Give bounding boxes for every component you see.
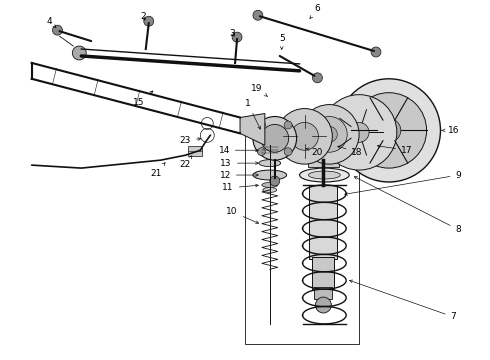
- Circle shape: [299, 105, 359, 164]
- Text: 14: 14: [219, 146, 258, 155]
- Text: 3: 3: [229, 29, 235, 38]
- Ellipse shape: [309, 171, 340, 179]
- Bar: [310, 185, 337, 260]
- Circle shape: [351, 93, 427, 168]
- Bar: [308, 157, 339, 167]
- Ellipse shape: [262, 183, 278, 188]
- Text: 22: 22: [180, 156, 192, 168]
- Text: 18: 18: [338, 146, 363, 157]
- Text: 5: 5: [279, 33, 285, 49]
- Ellipse shape: [263, 188, 277, 192]
- Circle shape: [270, 176, 280, 186]
- Circle shape: [291, 122, 318, 150]
- Bar: [262, 145, 278, 155]
- Bar: [245, 135, 359, 344]
- Circle shape: [253, 10, 263, 20]
- Circle shape: [316, 297, 331, 313]
- Circle shape: [371, 47, 381, 57]
- Text: 1: 1: [245, 99, 260, 129]
- Text: 13: 13: [220, 159, 258, 168]
- Ellipse shape: [253, 170, 287, 180]
- Circle shape: [284, 148, 292, 156]
- Circle shape: [284, 121, 292, 129]
- Text: 12: 12: [220, 171, 258, 180]
- Text: 21: 21: [150, 163, 165, 177]
- Text: 11: 11: [222, 184, 258, 193]
- Ellipse shape: [299, 168, 349, 182]
- Circle shape: [144, 16, 154, 26]
- Text: 8: 8: [354, 177, 461, 234]
- Circle shape: [277, 109, 332, 164]
- Circle shape: [349, 122, 369, 142]
- Text: 23: 23: [180, 136, 201, 145]
- Text: 4: 4: [47, 17, 56, 28]
- Circle shape: [73, 46, 86, 60]
- Circle shape: [261, 125, 289, 152]
- Circle shape: [337, 79, 441, 182]
- Text: 2: 2: [140, 12, 146, 21]
- Text: 15: 15: [133, 91, 153, 107]
- Circle shape: [52, 25, 62, 35]
- Text: 17: 17: [377, 145, 413, 155]
- Circle shape: [377, 118, 401, 142]
- Circle shape: [313, 73, 322, 83]
- Text: 7: 7: [349, 280, 456, 321]
- Ellipse shape: [259, 159, 281, 167]
- Polygon shape: [240, 113, 265, 145]
- Circle shape: [257, 121, 266, 129]
- Text: 20: 20: [306, 148, 323, 157]
- Circle shape: [253, 117, 296, 160]
- Bar: [189, 146, 202, 156]
- Text: 16: 16: [442, 126, 459, 135]
- Bar: [315, 287, 332, 299]
- Text: 10: 10: [226, 207, 259, 224]
- Text: 19: 19: [251, 84, 268, 96]
- Circle shape: [257, 148, 266, 156]
- Circle shape: [321, 126, 337, 142]
- Circle shape: [232, 32, 242, 42]
- Circle shape: [321, 95, 397, 170]
- Bar: [313, 257, 334, 289]
- Text: 9: 9: [345, 171, 461, 195]
- Text: 6: 6: [310, 4, 320, 19]
- Circle shape: [312, 117, 347, 152]
